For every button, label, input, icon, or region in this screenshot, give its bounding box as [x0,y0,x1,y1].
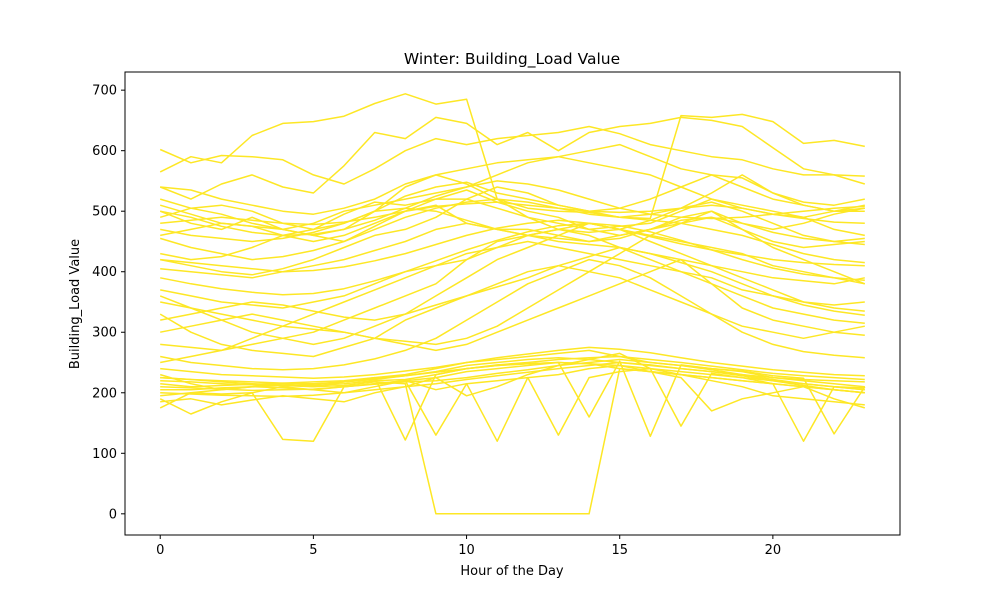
series-line [159,174,865,243]
series-line [160,355,865,385]
series-line [159,116,866,200]
series-line [160,201,865,226]
series-line [159,364,866,442]
series-line [160,180,865,237]
series-line [160,358,865,392]
series-lines [159,93,866,515]
series-line [160,207,865,261]
y-tick-label: 500 [92,205,117,220]
y-tick-label: 400 [92,265,117,280]
series-line [160,204,865,243]
series-line [159,143,865,231]
y-axis-ticks: 0 100 200 300 400 500 600 700 [92,84,125,522]
series-line [160,246,865,321]
series-line [159,125,865,185]
series-line [160,222,865,296]
plot-frame [124,71,901,536]
y-tick-label: 0 [109,507,117,522]
series-line [160,174,865,243]
y-tick-label: 700 [92,84,117,99]
series-line [160,210,866,346]
chart-title: Winter: Building_Load Value [404,50,620,69]
series-line [160,258,865,371]
y-axis-label: Building_Load Value [68,239,83,369]
series-line [160,186,865,276]
x-tick-label: 10 [458,543,475,558]
series-line [159,222,865,346]
series-line [159,198,865,261]
series-line [160,352,865,406]
series-line [159,264,865,358]
x-tick-label: 15 [611,543,628,558]
series-line [160,240,865,364]
series-line [159,360,866,441]
x-tick-label: 5 [309,543,317,558]
series-line [159,367,865,442]
x-axis-ticks: 0 5 10 15 20 [156,535,781,558]
y-tick-label: 200 [92,386,117,401]
x-tick-label: 20 [765,543,782,558]
x-tick-label: 0 [156,543,164,558]
series-line [160,219,865,273]
y-tick-label: 100 [92,447,117,462]
series-line [160,346,865,379]
series-line [160,258,865,352]
series-line [160,367,865,515]
y-tick-label: 600 [92,144,117,159]
y-tick-label: 300 [92,326,117,341]
x-axis-label: Hour of the Day [460,564,564,579]
series-line [160,228,865,352]
series-line [159,93,865,220]
